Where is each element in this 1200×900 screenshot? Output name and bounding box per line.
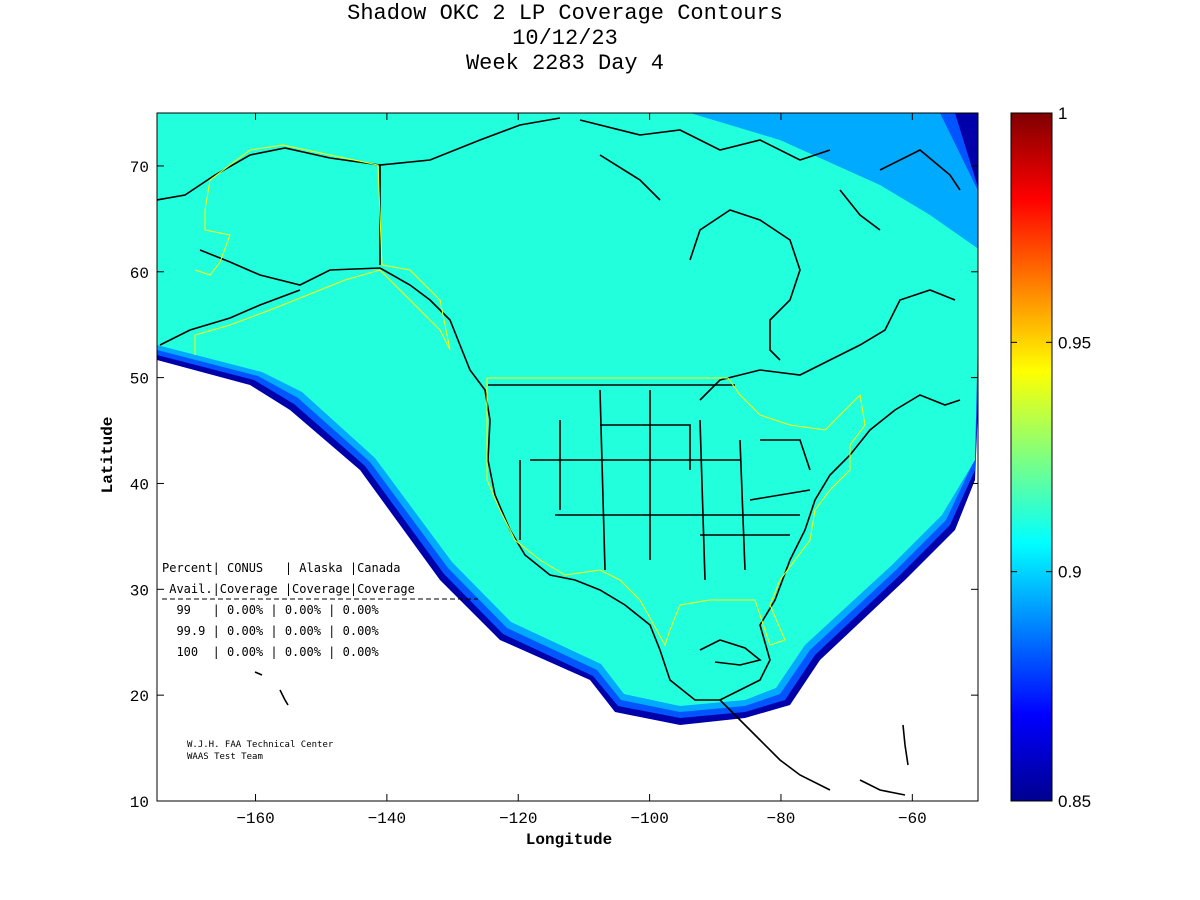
- colorbar-frame: [1010, 112, 1053, 802]
- x-tick-label: −120: [499, 810, 537, 828]
- chart-title-week: Week 2283 Day 4: [465, 51, 665, 76]
- x-tick-label: −100: [630, 810, 668, 828]
- table-row-99-9: 99.9 | 0.00% | 0.00% | 0.00%: [162, 624, 380, 638]
- colorbar-tick-label: 0.95: [1058, 333, 1091, 352]
- coverage-statistics-table: Percent| CONUS | Alaska |Canada Avail.|C…: [162, 561, 478, 659]
- x-axis: −160 −140 −120 −100 −80 −60: [236, 113, 927, 828]
- coverage-band-high: [157, 113, 978, 706]
- x-tick-label: −60: [898, 810, 927, 828]
- service-area-boundary: [194, 144, 866, 647]
- y-tick-label: 30: [130, 582, 149, 600]
- credit-line-1: W.J.H. FAA Technical Center: [187, 740, 334, 750]
- x-tick-label: −80: [767, 810, 796, 828]
- plot-frame: [156, 112, 979, 802]
- y-tick-label: 60: [130, 265, 149, 283]
- colorbar-tick-label: 1: [1058, 104, 1067, 123]
- y-tick-label: 10: [130, 794, 149, 812]
- table-header-2: Avail.|Coverage |Coverage|Coverage: [162, 582, 415, 596]
- table-row-100: 100 | 0.00% | 0.00% | 0.00%: [162, 645, 380, 659]
- y-tick-label: 20: [130, 688, 149, 706]
- colorbar-tick-label: 0.9: [1058, 563, 1082, 582]
- chart-title-date: 10/12/23: [512, 26, 618, 51]
- x-tick-label: −140: [368, 810, 406, 828]
- y-axis-label: Latitude: [99, 417, 117, 494]
- y-tick-label: 50: [130, 371, 149, 389]
- chart-title-line1: Shadow OKC 2 LP Coverage Contours: [347, 1, 783, 26]
- coastlines: [157, 117, 961, 796]
- y-tick-label: 40: [130, 476, 149, 494]
- y-tick-label: 70: [130, 159, 149, 177]
- colorbar-tick-label: 0.85: [1058, 792, 1091, 811]
- x-tick-label: −160: [236, 810, 274, 828]
- colorbar-axis: 0.85 0.9 0.95 1: [1011, 104, 1091, 811]
- table-row-99: 99 | 0.00% | 0.00% | 0.00%: [162, 603, 380, 617]
- coverage-contours: [157, 113, 978, 725]
- credit-line-2: WAAS Test Team: [187, 752, 263, 762]
- colorbar: [1011, 113, 1052, 801]
- table-header-1: Percent| CONUS | Alaska |Canada: [162, 561, 400, 575]
- y-axis: 10 20 30 40 50 60 70: [130, 159, 978, 812]
- x-axis-label: Longitude: [526, 831, 612, 849]
